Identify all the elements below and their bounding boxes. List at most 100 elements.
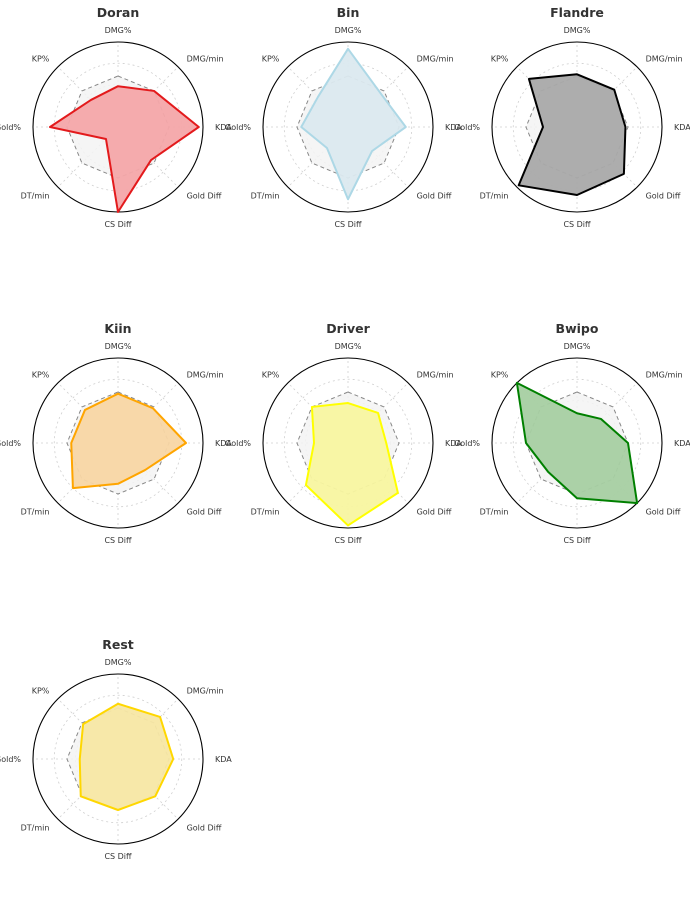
radar-spoke [57,698,119,760]
axis-label-kp: KP% [32,686,50,695]
axis-label-kp: KP% [32,54,50,63]
radar-chart-driver: Driver DMG% DMG/min KDA Gold Diff CS Diff DT/m… [225,316,463,596]
radar-spoke [287,126,349,188]
axis-label-dt-min: DT/min [251,192,280,201]
axis-label-kda: KDA [674,123,690,132]
axis-label-kda: KDA [215,123,232,132]
axis-label-gold: Gold% [225,439,251,448]
axis-label-dt-min: DT/min [21,192,50,201]
axis-label-dmg-min: DMG/min [187,370,224,379]
radar-spoke [57,382,119,444]
axis-label-dmg: DMG% [335,342,362,351]
radar-spoke [57,442,119,504]
axis-label-cs-diff: CS Diff [334,536,362,545]
axis-label-dt-min: DT/min [21,508,50,517]
axis-label-gold: Gold% [225,123,251,132]
axis-label-kda: KDA [215,755,232,764]
radar-svg: Kiin DMG% DMG/min KDA Gold Diff CS Diff DT/min… [0,321,232,545]
axis-label-gold-diff: Gold Diff [646,508,681,517]
radar-outer-ring [32,673,204,845]
axis-label-dmg-min: DMG/min [417,54,454,63]
axis-label-dmg-min: DMG/min [417,370,454,379]
chart-title: Bwipo [556,321,599,336]
radar-spoke [287,382,349,444]
axis-label-cs-diff: CS Diff [104,536,132,545]
axis-label-cs-diff: CS Diff [563,220,591,229]
radar-svg: Doran DMG% DMG/min KDA Gold Diff CS Diff DT/mi… [0,5,232,229]
radar-outer-ring [32,357,204,529]
radar-svg: Rest DMG% DMG/min KDA Gold Diff CS Diff DT/min… [0,637,232,861]
radar-spoke [347,66,409,128]
chart-grid: Doran DMG% DMG/min KDA Gold Diff CS Diff DT/mi… [0,0,690,861]
radar-outer-ring [262,41,434,213]
axis-label-gold-diff: Gold Diff [187,508,222,517]
chart-title: Bin [337,5,360,20]
chart-title: Doran [97,5,139,20]
axis-label-dt-min: DT/min [21,824,50,833]
chart-title: Rest [102,637,134,652]
radar-chart-bwipo: Bwipo DMG% DMG/min KDA Gold Diff CS Diff DT/mi… [454,316,690,596]
radar-grid-ring [53,694,183,824]
axis-label-kda: KDA [215,439,232,448]
radar-grid-ring [512,62,642,192]
player-series-area [70,392,187,490]
axis-label-kda: KDA [445,123,462,132]
radar-spoke [576,382,638,444]
axis-label-dt-min: DT/min [480,192,509,201]
axis-label-dmg: DMG% [105,658,132,667]
axis-label-dmg-min: DMG/min [646,54,683,63]
axis-label-kda: KDA [445,439,462,448]
radar-grid-ring [283,378,413,508]
axis-label-kp: KP% [491,370,509,379]
player-series-area [517,73,627,196]
radar-spoke [117,758,179,820]
player-series-area [515,381,639,505]
axis-label-dmg-min: DMG/min [187,686,224,695]
chart-title: Kiin [104,321,131,336]
axis-label-gold-diff: Gold Diff [417,192,452,201]
axis-label-gold-diff: Gold Diff [417,508,452,517]
radar-spoke [516,66,578,128]
axis-label-gold-diff: Gold Diff [187,192,222,201]
axis-label-cs-diff: CS Diff [104,852,132,861]
radar-spoke [287,442,349,504]
axis-label-kp: KP% [491,54,509,63]
player-series-area [304,402,399,527]
radar-chart-kiin: Kiin DMG% DMG/min KDA Gold Diff CS Diff DT/min… [0,316,233,596]
axis-label-kp: KP% [262,54,280,63]
radar-spoke [57,758,119,820]
axis-label-gold-diff: Gold Diff [646,192,681,201]
axis-label-kp: KP% [32,370,50,379]
axis-label-dmg: DMG% [564,26,591,35]
radar-spoke [576,126,638,188]
axis-label-cs-diff: CS Diff [104,220,132,229]
axis-label-gold-diff: Gold Diff [187,824,222,833]
axis-label-cs-diff: CS Diff [334,220,362,229]
radar-spoke [117,126,179,188]
axis-label-gold: Gold% [454,439,480,448]
radar-svg: Driver DMG% DMG/min KDA Gold Diff CS Diff DT/m… [225,321,462,545]
radar-spoke [576,66,638,128]
axis-label-kp: KP% [262,370,280,379]
axis-label-gold: Gold% [0,439,21,448]
radar-spoke [287,66,349,128]
axis-label-gold: Gold% [0,123,21,132]
radar-spoke [57,66,119,128]
axis-label-cs-diff: CS Diff [563,536,591,545]
axis-label-dmg: DMG% [335,26,362,35]
axis-label-dmg: DMG% [105,26,132,35]
radar-grid-ring [512,378,642,508]
radar-svg: Bin DMG% DMG/min KDA Gold Diff CS Diff DT/min G… [225,5,462,229]
axis-label-kda: KDA [674,439,690,448]
radar-chart-rest: Rest DMG% DMG/min KDA Gold Diff CS Diff DT/min… [0,632,233,912]
axis-label-dt-min: DT/min [480,508,509,517]
radar-spoke [516,442,578,504]
radar-outer-ring [491,357,663,529]
axis-label-dt-min: DT/min [251,508,280,517]
radar-chart-flandre: Flandre DMG% DMG/min KDA Gold Diff CS Diff DT/… [454,0,690,280]
radar-svg: Bwipo DMG% DMG/min KDA Gold Diff CS Diff DT/mi… [454,321,690,545]
radar-spoke [347,382,409,444]
radar-outer-ring [262,357,434,529]
radar-svg: Flandre DMG% DMG/min KDA Gold Diff CS Diff DT/… [454,5,690,229]
player-series-area [78,702,175,811]
